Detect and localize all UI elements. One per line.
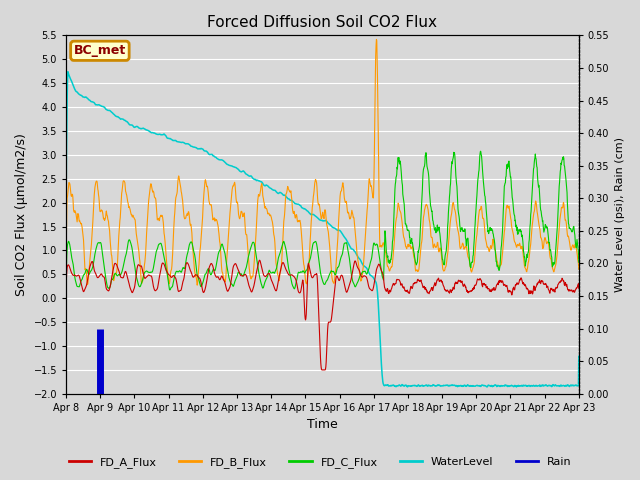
Y-axis label: Water Level (psi), Rain (cm): Water Level (psi), Rain (cm)	[615, 137, 625, 292]
Title: Forced Diffusion Soil CO2 Flux: Forced Diffusion Soil CO2 Flux	[207, 15, 437, 30]
Legend: FD_A_Flux, FD_B_Flux, FD_C_Flux, WaterLevel, Rain: FD_A_Flux, FD_B_Flux, FD_C_Flux, WaterLe…	[64, 452, 576, 472]
Text: BC_met: BC_met	[74, 44, 126, 57]
X-axis label: Time: Time	[307, 419, 338, 432]
Y-axis label: Soil CO2 Flux (μmol/m2/s): Soil CO2 Flux (μmol/m2/s)	[15, 133, 28, 296]
